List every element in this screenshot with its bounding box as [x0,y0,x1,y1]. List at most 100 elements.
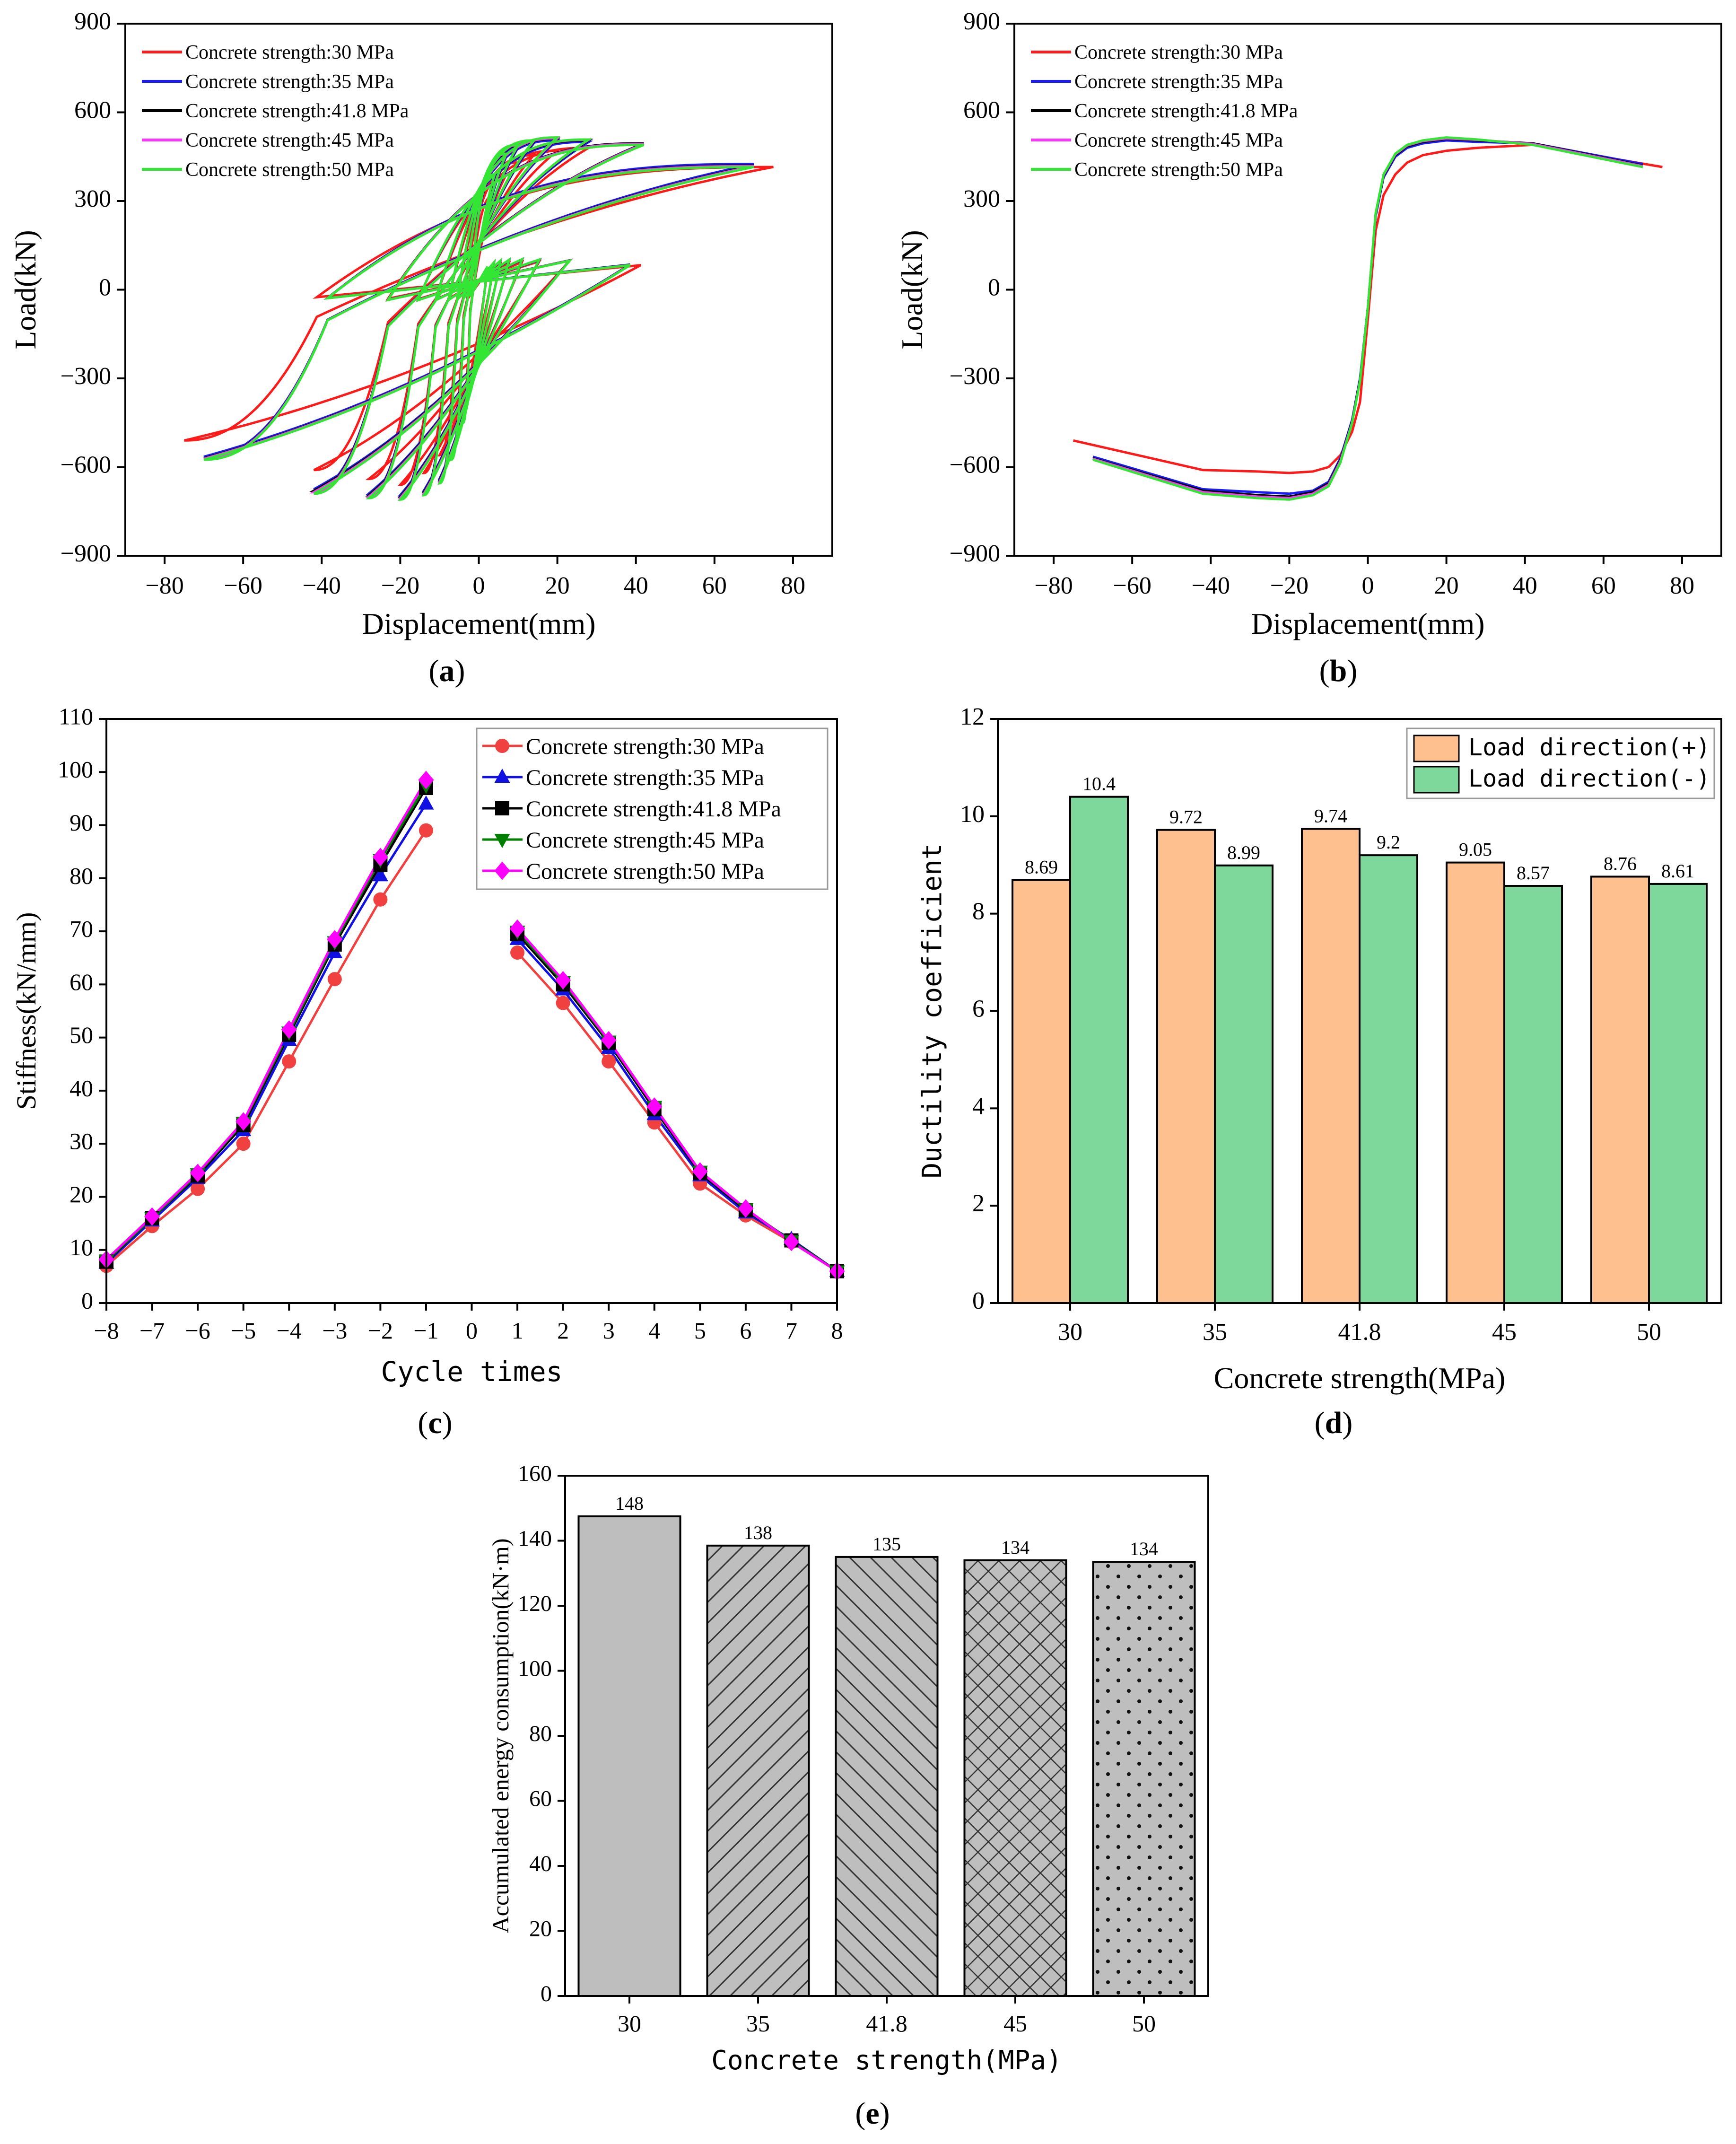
y-axis-label: Accumulated energy consumption(kN·m) [487,1539,514,1934]
x-tick-label: −4 [277,1317,302,1344]
y-tick-label: 12 [960,703,985,730]
x-tick-label: 0 [473,572,485,599]
y-tick-label: 300 [74,185,111,212]
panel-label-paren-close: ) [1342,1406,1352,1440]
y-tick-label: 4 [972,1093,985,1120]
y-tick-label: 600 [74,96,111,123]
panel-label-letter: b [1330,654,1347,688]
data-point-0 [327,972,342,987]
y-tick-label: 80 [529,1721,552,1746]
y-tick-label: −900 [61,540,111,567]
bar-series-1 [1069,796,1129,1304]
bar-series-1 [1503,885,1563,1304]
x-tick-label: 2 [557,1317,569,1344]
x-tick-label: 80 [781,572,805,599]
bar-series-0 [1590,875,1650,1304]
y-tick-label: 20 [529,1916,552,1942]
y-tick-label: −900 [950,540,1000,567]
bar-data-label: 135 [872,1533,901,1555]
x-axis-label: Concrete strength(MPa) [711,2045,1062,2076]
x-tick-label: 5 [694,1317,706,1344]
data-point-4 [281,1020,297,1039]
x-tick-label: −40 [303,572,341,599]
x-tick-label: −7 [140,1317,165,1344]
bar-series-0 [1156,829,1216,1304]
data-point-4 [783,1233,799,1251]
y-tick-label: 900 [963,8,1000,35]
series-line-1 [105,803,427,1264]
bar [706,1544,810,1997]
bar-series-1 [1359,854,1418,1304]
y-tick-label: −600 [61,451,111,478]
data-point-4 [509,919,525,938]
panel-label-paren-open: ( [1315,1406,1325,1440]
y-axis-label: Load(kN) [895,230,929,349]
series-line-4 [105,779,427,1260]
x-tick-label: 35 [746,2010,770,2037]
series-line-4 [1092,136,1643,501]
x-tick-label: −6 [185,1317,210,1344]
data-point-0 [191,1181,205,1196]
series-line-0 [105,830,427,1267]
panel-label-paren-close: ) [880,2096,890,2131]
bar-series-0 [1446,861,1505,1304]
y-tick-label: 40 [70,1075,93,1101]
x-tick-label: 0 [1362,572,1374,599]
y-tick-label: 60 [70,969,93,995]
x-axis-label: Concrete strength(MPa) [1214,1361,1506,1395]
legend-entry: Concrete strength:30 MPa [185,42,394,63]
x-tick-label: 41.8 [866,2010,907,2037]
y-tick-label: 100 [518,1656,552,1681]
data-point-0 [510,945,525,960]
legend: Concrete strength:30 MPa Concrete strengt… [1031,42,1298,181]
y-tick-label: 0 [99,274,111,301]
panel-label: (d) [1315,1406,1353,1440]
x-tick-label: 41.8 [1338,1319,1381,1346]
plot-area [98,770,845,1281]
x-tick-label: 3 [603,1317,615,1344]
bar-data-label: 9.74 [1314,805,1347,827]
x-tick-label: 45 [1492,1319,1517,1346]
panel-b-skeleton-curves: −80 −60 −40 −20 0 20 40 60 80 −900 −600 −300 0 300 600… [895,8,1722,688]
y-tick-label: 900 [74,8,111,35]
series-line-4 [203,136,754,501]
x-tick-label: 60 [1591,572,1616,599]
data-point-4 [190,1164,206,1182]
legend-entry: Concrete strength:30 MPa [526,734,764,759]
bar-data-label: 8.69 [1025,857,1058,878]
legend-entry: Load direction(+) [1468,734,1710,761]
x-tick-label: 0 [466,1317,478,1344]
legend-entry: Concrete strength:30 MPa [1074,42,1283,63]
x-tick-label: 50 [1132,2010,1156,2037]
y-tick-label: 50 [70,1022,93,1048]
plot-area: 148 138 135 134 134 [577,1493,1196,1997]
legend-entry: Load direction(-) [1468,765,1710,792]
x-tick-label: −20 [381,572,419,599]
data-point-4 [327,930,343,949]
x-tick-label: 20 [1434,572,1459,599]
series-line-4 [516,928,838,1272]
x-tick-label: −3 [322,1317,347,1344]
legend-entry: Concrete strength:50 MPa [185,159,394,181]
legend-swatch-0 [1413,735,1460,762]
y-axis-label: Stiffness(kN/mm) [11,912,42,1110]
x-tick-label: −8 [94,1317,119,1344]
bar-data-label: 134 [1001,1537,1029,1558]
legend-marker-3 [494,834,510,848]
legend: Load direction(+) Load direction(-) [1406,727,1715,799]
x-tick-label: 30 [618,2010,641,2037]
x-tick-label: 80 [1670,572,1694,599]
legend-entry: Concrete strength:50 MPa [526,859,764,884]
panel-label-letter: a [439,654,455,688]
panel-label-paren-open: ( [855,2096,865,2131]
data-point-4 [692,1162,708,1181]
legend-marker-2 [495,801,509,815]
y-tick-label: 40 [529,1851,552,1876]
x-axis-label: Displacement(mm) [362,607,595,640]
y-tick-label: 160 [518,1461,552,1486]
plot-area [1073,136,1663,501]
data-point-4 [646,1097,663,1116]
y-tick-label: 10 [70,1234,93,1260]
y-tick-label: 0 [81,1287,93,1313]
